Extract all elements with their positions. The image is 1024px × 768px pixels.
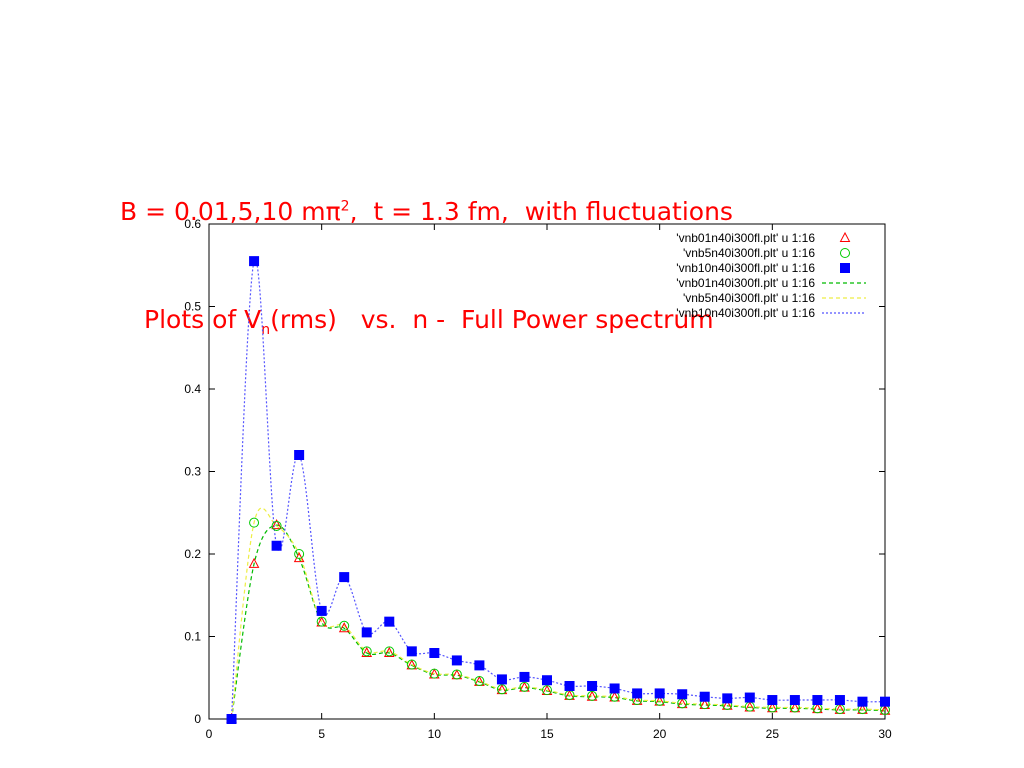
- data-point-triangle: [248, 557, 260, 568]
- title-line-2-prefix: Plots of V: [144, 305, 262, 334]
- data-point-circle: [249, 517, 260, 528]
- data-point-square: [767, 695, 778, 706]
- data-point-circle: [519, 681, 530, 692]
- legend-label-0: 'vnb01n40i300fl.plt' u 1:16: [676, 231, 815, 245]
- data-point-circle: [271, 520, 282, 531]
- x-tick-label: 15: [540, 727, 554, 741]
- y-tick-label: 0.2: [184, 547, 201, 561]
- data-point-square: [384, 616, 395, 627]
- data-point-square: [294, 450, 305, 460]
- data-point-circle: [361, 646, 372, 657]
- y-tick-label: 0: [194, 712, 201, 726]
- data-point-square: [834, 695, 845, 706]
- y-tick-label: 0.6: [184, 217, 201, 231]
- legend-marker-square: [840, 263, 850, 273]
- legend-label-1: 'vnb5n40i300fl.plt' u 1:16: [683, 246, 815, 260]
- title-pi-symbol: π: [325, 197, 341, 226]
- x-tick-label: 5: [318, 727, 325, 741]
- x-tick-label: 25: [766, 727, 780, 741]
- data-point-square: [429, 648, 440, 658]
- data-point-triangle: [293, 552, 305, 563]
- data-point-circle: [542, 685, 552, 696]
- y-tick-label: 0.1: [184, 630, 201, 644]
- legend: 'vnb01n40i300fl.plt' u 1:16'vnb5n40i300f…: [676, 231, 866, 320]
- series-line-3: [230, 524, 886, 720]
- data-point-square: [789, 695, 800, 706]
- title-subscript: n: [261, 322, 271, 338]
- legend-label-5: 'vnb10n40i300fl.plt' u 1:16: [676, 306, 815, 320]
- data-point-circle: [339, 620, 350, 631]
- data-point-square: [880, 696, 890, 707]
- data-point-square: [654, 688, 665, 699]
- x-tick-label: 0: [206, 727, 213, 741]
- data-point-square: [249, 256, 260, 267]
- title-superscript: 2: [340, 198, 350, 215]
- legend-marker-circle: [840, 248, 850, 258]
- title-line-2-suffix: (rms) vs. n - Full Power spectrum: [270, 305, 714, 334]
- data-point-triangle: [271, 519, 282, 530]
- data-point-square: [271, 540, 282, 551]
- data-point-square: [632, 688, 643, 699]
- data-point-square: [677, 689, 688, 700]
- series-line-4: [230, 507, 886, 720]
- y-tick-label: 0.3: [184, 465, 201, 479]
- x-tick-label: 30: [878, 727, 892, 741]
- data-point-circle: [474, 676, 485, 687]
- data-point-square: [744, 692, 755, 703]
- data-point-square: [519, 671, 530, 682]
- title-line-2: Plots of Vn(rms) vs. n - Full Power spec…: [120, 302, 920, 338]
- data-point-square: [451, 655, 462, 666]
- data-point-circle: [429, 668, 440, 679]
- data-point-square: [699, 691, 710, 702]
- legend-label-2: 'vnb10n40i300fl.plt' u 1:16: [676, 261, 815, 275]
- data-point-square: [226, 714, 237, 724]
- data-point-square: [474, 660, 485, 671]
- series-points: [226, 256, 891, 724]
- legend-marker-triangle: [839, 231, 851, 242]
- data-point-triangle: [361, 646, 373, 657]
- title-line-1-prefix: B = 0.01,5,10 m: [120, 197, 326, 226]
- axis-ticks: 0 5 10 15 20 25 30 0 0.1 0.2 0.3 0.4 0.5 0.6: [184, 217, 892, 741]
- data-point-square: [496, 674, 507, 685]
- data-point-circle: [451, 669, 462, 680]
- title-line-1: B = 0.01,5,10 mπ2, t = 1.3 fm, with fluc…: [120, 194, 920, 230]
- data-point-square: [361, 627, 372, 638]
- data-point-triangle: [383, 646, 395, 657]
- data-point-circle: [587, 690, 598, 701]
- x-tick-label: 20: [653, 727, 667, 741]
- slide-title: B = 0.01,5,10 mπ2, t = 1.3 fm, with fluc…: [120, 122, 920, 374]
- data-point-square: [564, 681, 575, 691]
- legend-label-4: 'vnb5n40i300fl.plt' u 1:16: [683, 291, 815, 305]
- data-point-circle: [384, 646, 395, 657]
- data-point-triangle: [338, 622, 350, 633]
- series-line-5: [230, 258, 886, 720]
- data-point-square: [857, 696, 868, 707]
- y-tick-label: 0.5: [184, 300, 201, 314]
- data-point-circle: [316, 616, 327, 627]
- data-point-circle: [496, 684, 507, 695]
- legend-label-3: 'vnb01n40i300fl.plt' u 1:16: [676, 276, 815, 290]
- data-point-square: [316, 605, 327, 616]
- title-line-1-suffix: , t = 1.3 fm, with fluctuations: [349, 197, 733, 226]
- data-point-square: [812, 695, 823, 706]
- data-point-square: [339, 572, 350, 583]
- series-lines: [230, 258, 886, 720]
- data-point-square: [542, 675, 552, 686]
- y-tick-label: 0.4: [184, 382, 201, 396]
- x-tick-label: 10: [428, 727, 442, 741]
- data-point-circle: [294, 549, 305, 559]
- data-point-square: [406, 646, 417, 657]
- data-point-square: [609, 683, 620, 694]
- data-point-circle: [406, 659, 417, 670]
- data-point-square: [587, 681, 598, 691]
- data-point-square: [722, 693, 733, 704]
